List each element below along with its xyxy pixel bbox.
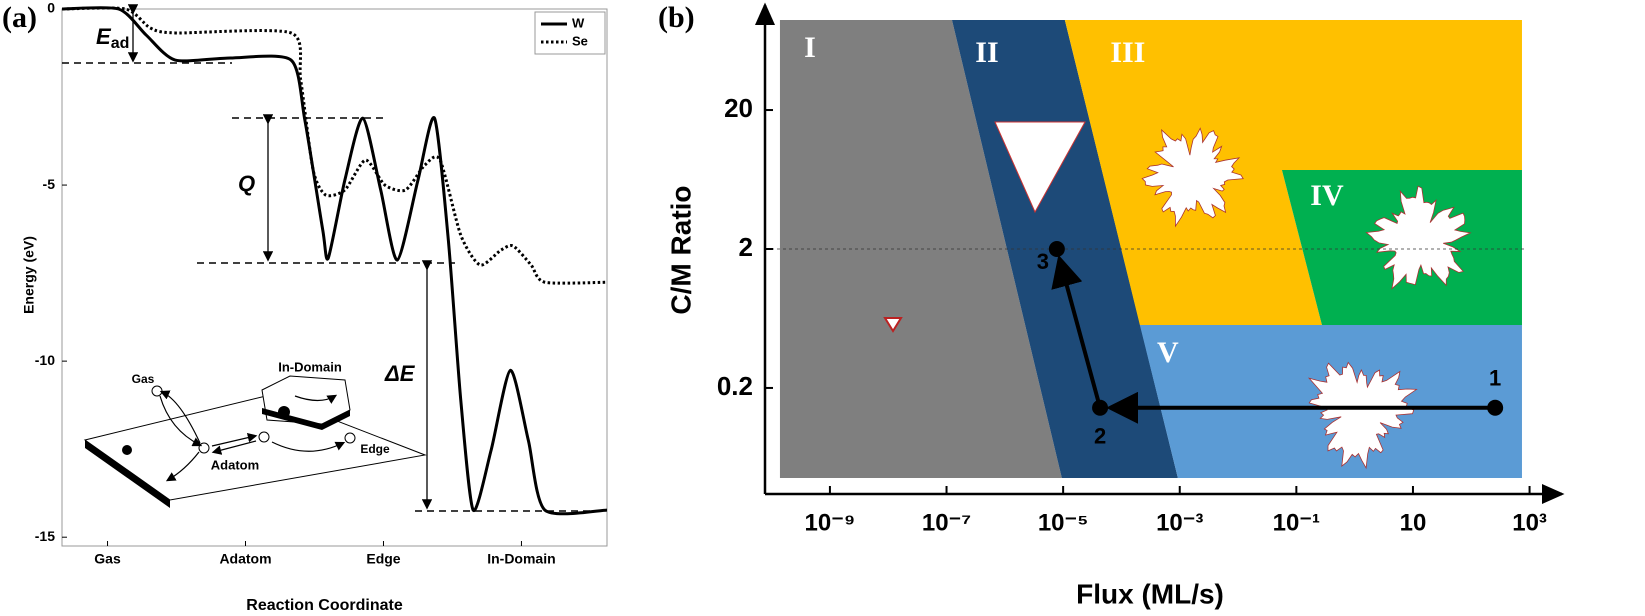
region-label: II [975, 36, 998, 69]
y-tick-label: 0.2 [717, 371, 753, 401]
x-tick-label: Adatom [219, 551, 271, 567]
state-point [1487, 399, 1504, 416]
x-tick-label: Gas [94, 551, 121, 567]
legend-label: Se [572, 33, 588, 48]
inset-label: In-Domain [278, 359, 342, 374]
icon-dendrite [1141, 127, 1244, 228]
y-tick-label: -15 [35, 528, 55, 544]
y-tick-label: -10 [35, 352, 55, 368]
state-label: 2 [1094, 424, 1106, 449]
state-label: 3 [1037, 249, 1049, 274]
x-tick-label: 10⁻⁵ [1038, 509, 1089, 536]
y-axis-title: C/M Ratio [665, 185, 696, 314]
panel-label: (a) [2, 1, 37, 34]
inset-label: Gas [132, 372, 155, 386]
state-point [1092, 399, 1109, 416]
inset: Gas Adatom In-Domain Edge [83, 359, 427, 508]
region [779, 19, 1062, 478]
x-tick-label: 10⁻⁷ [922, 509, 971, 536]
guide-lines [62, 62, 607, 512]
x-tick-label: Edge [366, 551, 400, 567]
x-tick-label: 10⁻¹ [1273, 509, 1320, 536]
y-tick-label: -5 [43, 176, 56, 192]
x-tick-label: 10⁻⁹ [805, 509, 856, 536]
inset-label: Edge [360, 442, 390, 456]
panel-a: 0 -5 -10 -15 Gas Adatom Edge In-Domain Reaction … [2, 0, 608, 614]
y-tick-label: 2 [739, 232, 753, 262]
icon-triangle [883, 317, 903, 333]
y-axis-title: Energy (eV) [21, 236, 37, 314]
legend-label: W [572, 15, 585, 30]
series-line [61, 6, 608, 516]
chart: 0 -5 -10 -15 Gas Adatom Edge In-Domain Reaction … [21, 0, 608, 614]
icon-dendrite [1365, 185, 1472, 290]
x-tick-label: 10³ [1512, 509, 1547, 536]
y-tick-label: 0 [47, 0, 55, 16]
y-tick-label: 20 [724, 93, 753, 123]
plot-frame [61, 8, 608, 547]
annotation: Ead [96, 24, 129, 52]
state-point [1048, 240, 1065, 257]
icon-triangle [994, 121, 1086, 214]
legend-box [534, 11, 606, 55]
annotation-text: E [96, 24, 112, 49]
x-axis-title: Reaction Coordinate [246, 597, 403, 614]
x-tick-label: 10 [1400, 509, 1427, 536]
x-tick-label: In-Domain [487, 551, 555, 567]
series-line [61, 6, 608, 285]
x-tick-label: 10⁻³ [1156, 509, 1203, 536]
icon-dendrite [1307, 361, 1418, 470]
state-label: 1 [1489, 366, 1501, 391]
guide-arrows [127, 4, 433, 510]
panel-label: (b) [658, 1, 695, 34]
x-axis-title: Flux (ML/s) [1076, 578, 1224, 609]
annotation: ΔE [384, 361, 416, 386]
region-label: V [1157, 336, 1179, 369]
path-arrow [1051, 254, 1102, 409]
region-label: IV [1310, 179, 1344, 212]
region-label: I [804, 31, 816, 64]
inset-label: Adatom [211, 457, 259, 472]
region-label: III [1110, 36, 1145, 69]
annotation: Q [238, 171, 255, 196]
annotation-subscript: ad [111, 35, 130, 52]
